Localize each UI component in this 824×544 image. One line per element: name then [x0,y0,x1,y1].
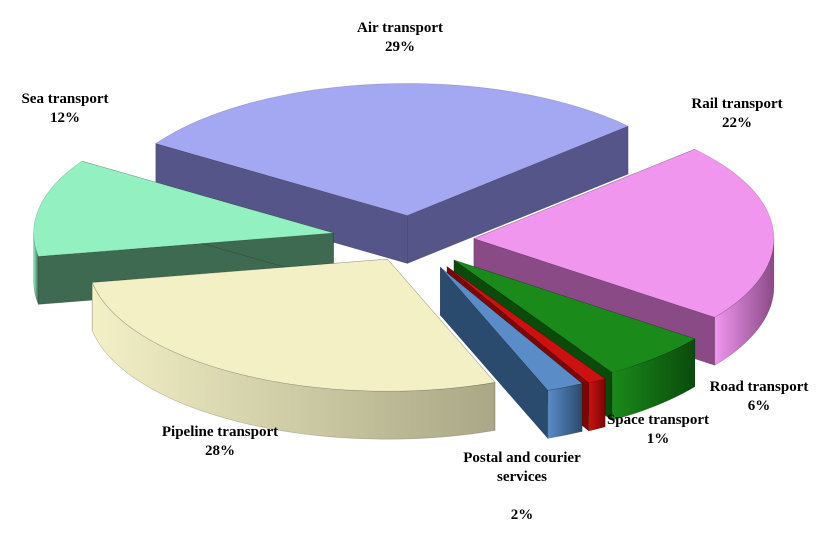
pie-slice-air-transport [155,83,629,264]
label-pipeline-transport: Pipeline transport 28% [140,423,300,461]
pie-slice-rail-transport-top [473,148,775,318]
pie-slice-air-transport-top [155,83,629,216]
label-space-transport: Space transport 1% [588,411,728,449]
label-name: Pipeline transport [161,424,279,440]
label-name: Air transport [357,20,443,36]
label-percent: 29% [385,39,415,55]
label-sea-transport: Sea transport 12% [0,90,130,128]
label-air-transport: Air transport 29% [330,19,470,57]
label-name: Rail transport [691,96,783,112]
pie-slice-pipeline-transport [91,258,496,440]
pie-slice-sea-transport-top [33,160,334,257]
label-name: Postal and courier services [463,450,581,485]
label-name: Space transport [606,412,710,428]
pie-slice-postal-and-courier-services [440,266,583,440]
label-percent: 6% [747,398,771,414]
label-percent: 28% [205,443,235,459]
pie-chart-svg [33,83,775,440]
pie-slice-postal-and-courier-services-top [440,266,583,391]
label-postal-courier: Postal and courier services 2% [432,430,612,544]
label-road-transport: Road transport 6% [694,378,824,416]
pie-slice-space-transport-top [446,266,606,384]
label-name: Sea transport [21,91,109,107]
pie-slice-sea-transport [33,160,334,305]
pie-chart: Air transport 29% Rail transport 22% Roa… [0,19,824,523]
label-percent: 2% [510,507,534,523]
pie-slice-pipeline-transport-top [91,258,496,392]
label-rail-transport: Rail transport 22% [672,95,802,133]
pie-slice-road-transport-top [453,259,696,373]
label-name: Road transport [709,379,809,395]
label-percent: 12% [50,110,80,126]
label-percent: 1% [646,431,670,447]
label-percent: 22% [722,115,752,131]
